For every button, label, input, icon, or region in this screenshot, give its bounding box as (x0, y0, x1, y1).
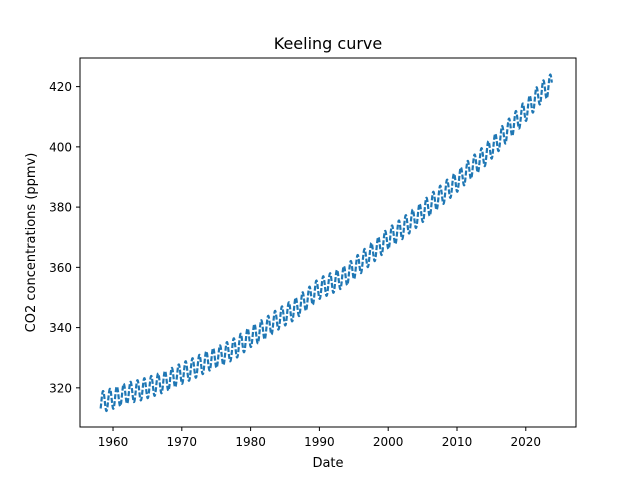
y-tick-label: 380 (49, 201, 72, 215)
x-tick-label: 1980 (235, 435, 266, 449)
y-tick-label: 400 (49, 140, 72, 154)
y-tick-label: 340 (49, 321, 72, 335)
x-tick-label: 1970 (167, 435, 198, 449)
axes-frame (79, 57, 577, 428)
x-tick-label: 1960 (98, 435, 129, 449)
y-tick-label: 420 (49, 80, 72, 94)
y-axis-ticks: 320 340 360 380 400 420 (49, 80, 80, 395)
co2-series-line (99, 73, 553, 413)
y-tick-label: 320 (49, 381, 72, 395)
x-tick-label: 2020 (511, 435, 542, 449)
x-tick-label: 2010 (442, 435, 473, 449)
chart-title: Keeling curve (274, 34, 382, 53)
y-axis-label: CO2 concentrations (ppmv) (24, 153, 39, 333)
x-axis-label: Date (312, 456, 343, 471)
x-tick-label: 1990 (304, 435, 335, 449)
x-axis-ticks: 1960 1970 1980 1990 2000 2010 2020 (98, 427, 541, 449)
x-tick-label: 2000 (373, 435, 404, 449)
y-tick-label: 360 (49, 261, 72, 275)
plot-area (99, 73, 553, 413)
